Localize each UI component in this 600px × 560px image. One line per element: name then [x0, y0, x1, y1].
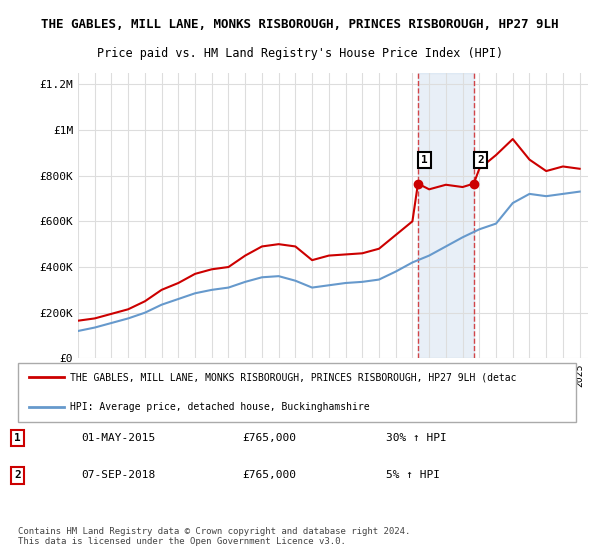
- Text: £765,000: £765,000: [242, 433, 296, 443]
- Text: 2: 2: [477, 155, 484, 165]
- Text: 5% ↑ HPI: 5% ↑ HPI: [386, 470, 440, 480]
- Text: HPI: Average price, detached house, Buckinghamshire: HPI: Average price, detached house, Buck…: [70, 402, 369, 412]
- Text: THE GABLES, MILL LANE, MONKS RISBOROUGH, PRINCES RISBOROUGH, HP27 9LH: THE GABLES, MILL LANE, MONKS RISBOROUGH,…: [41, 18, 559, 31]
- Bar: [418, 73, 474, 358]
- Text: 01-MAY-2015: 01-MAY-2015: [81, 433, 155, 443]
- Text: THE GABLES, MILL LANE, MONKS RISBOROUGH, PRINCES RISBOROUGH, HP27 9LH (detac: THE GABLES, MILL LANE, MONKS RISBOROUGH,…: [70, 372, 516, 382]
- Text: Price paid vs. HM Land Registry's House Price Index (HPI): Price paid vs. HM Land Registry's House …: [97, 48, 503, 60]
- Text: 2: 2: [14, 470, 21, 480]
- Text: 07-SEP-2018: 07-SEP-2018: [81, 470, 155, 480]
- Text: Contains HM Land Registry data © Crown copyright and database right 2024.
This d: Contains HM Land Registry data © Crown c…: [18, 526, 410, 546]
- Text: 30% ↑ HPI: 30% ↑ HPI: [386, 433, 447, 443]
- Text: 1: 1: [421, 155, 428, 165]
- Text: 1: 1: [14, 433, 21, 443]
- FancyBboxPatch shape: [18, 363, 577, 422]
- Text: £765,000: £765,000: [242, 470, 296, 480]
